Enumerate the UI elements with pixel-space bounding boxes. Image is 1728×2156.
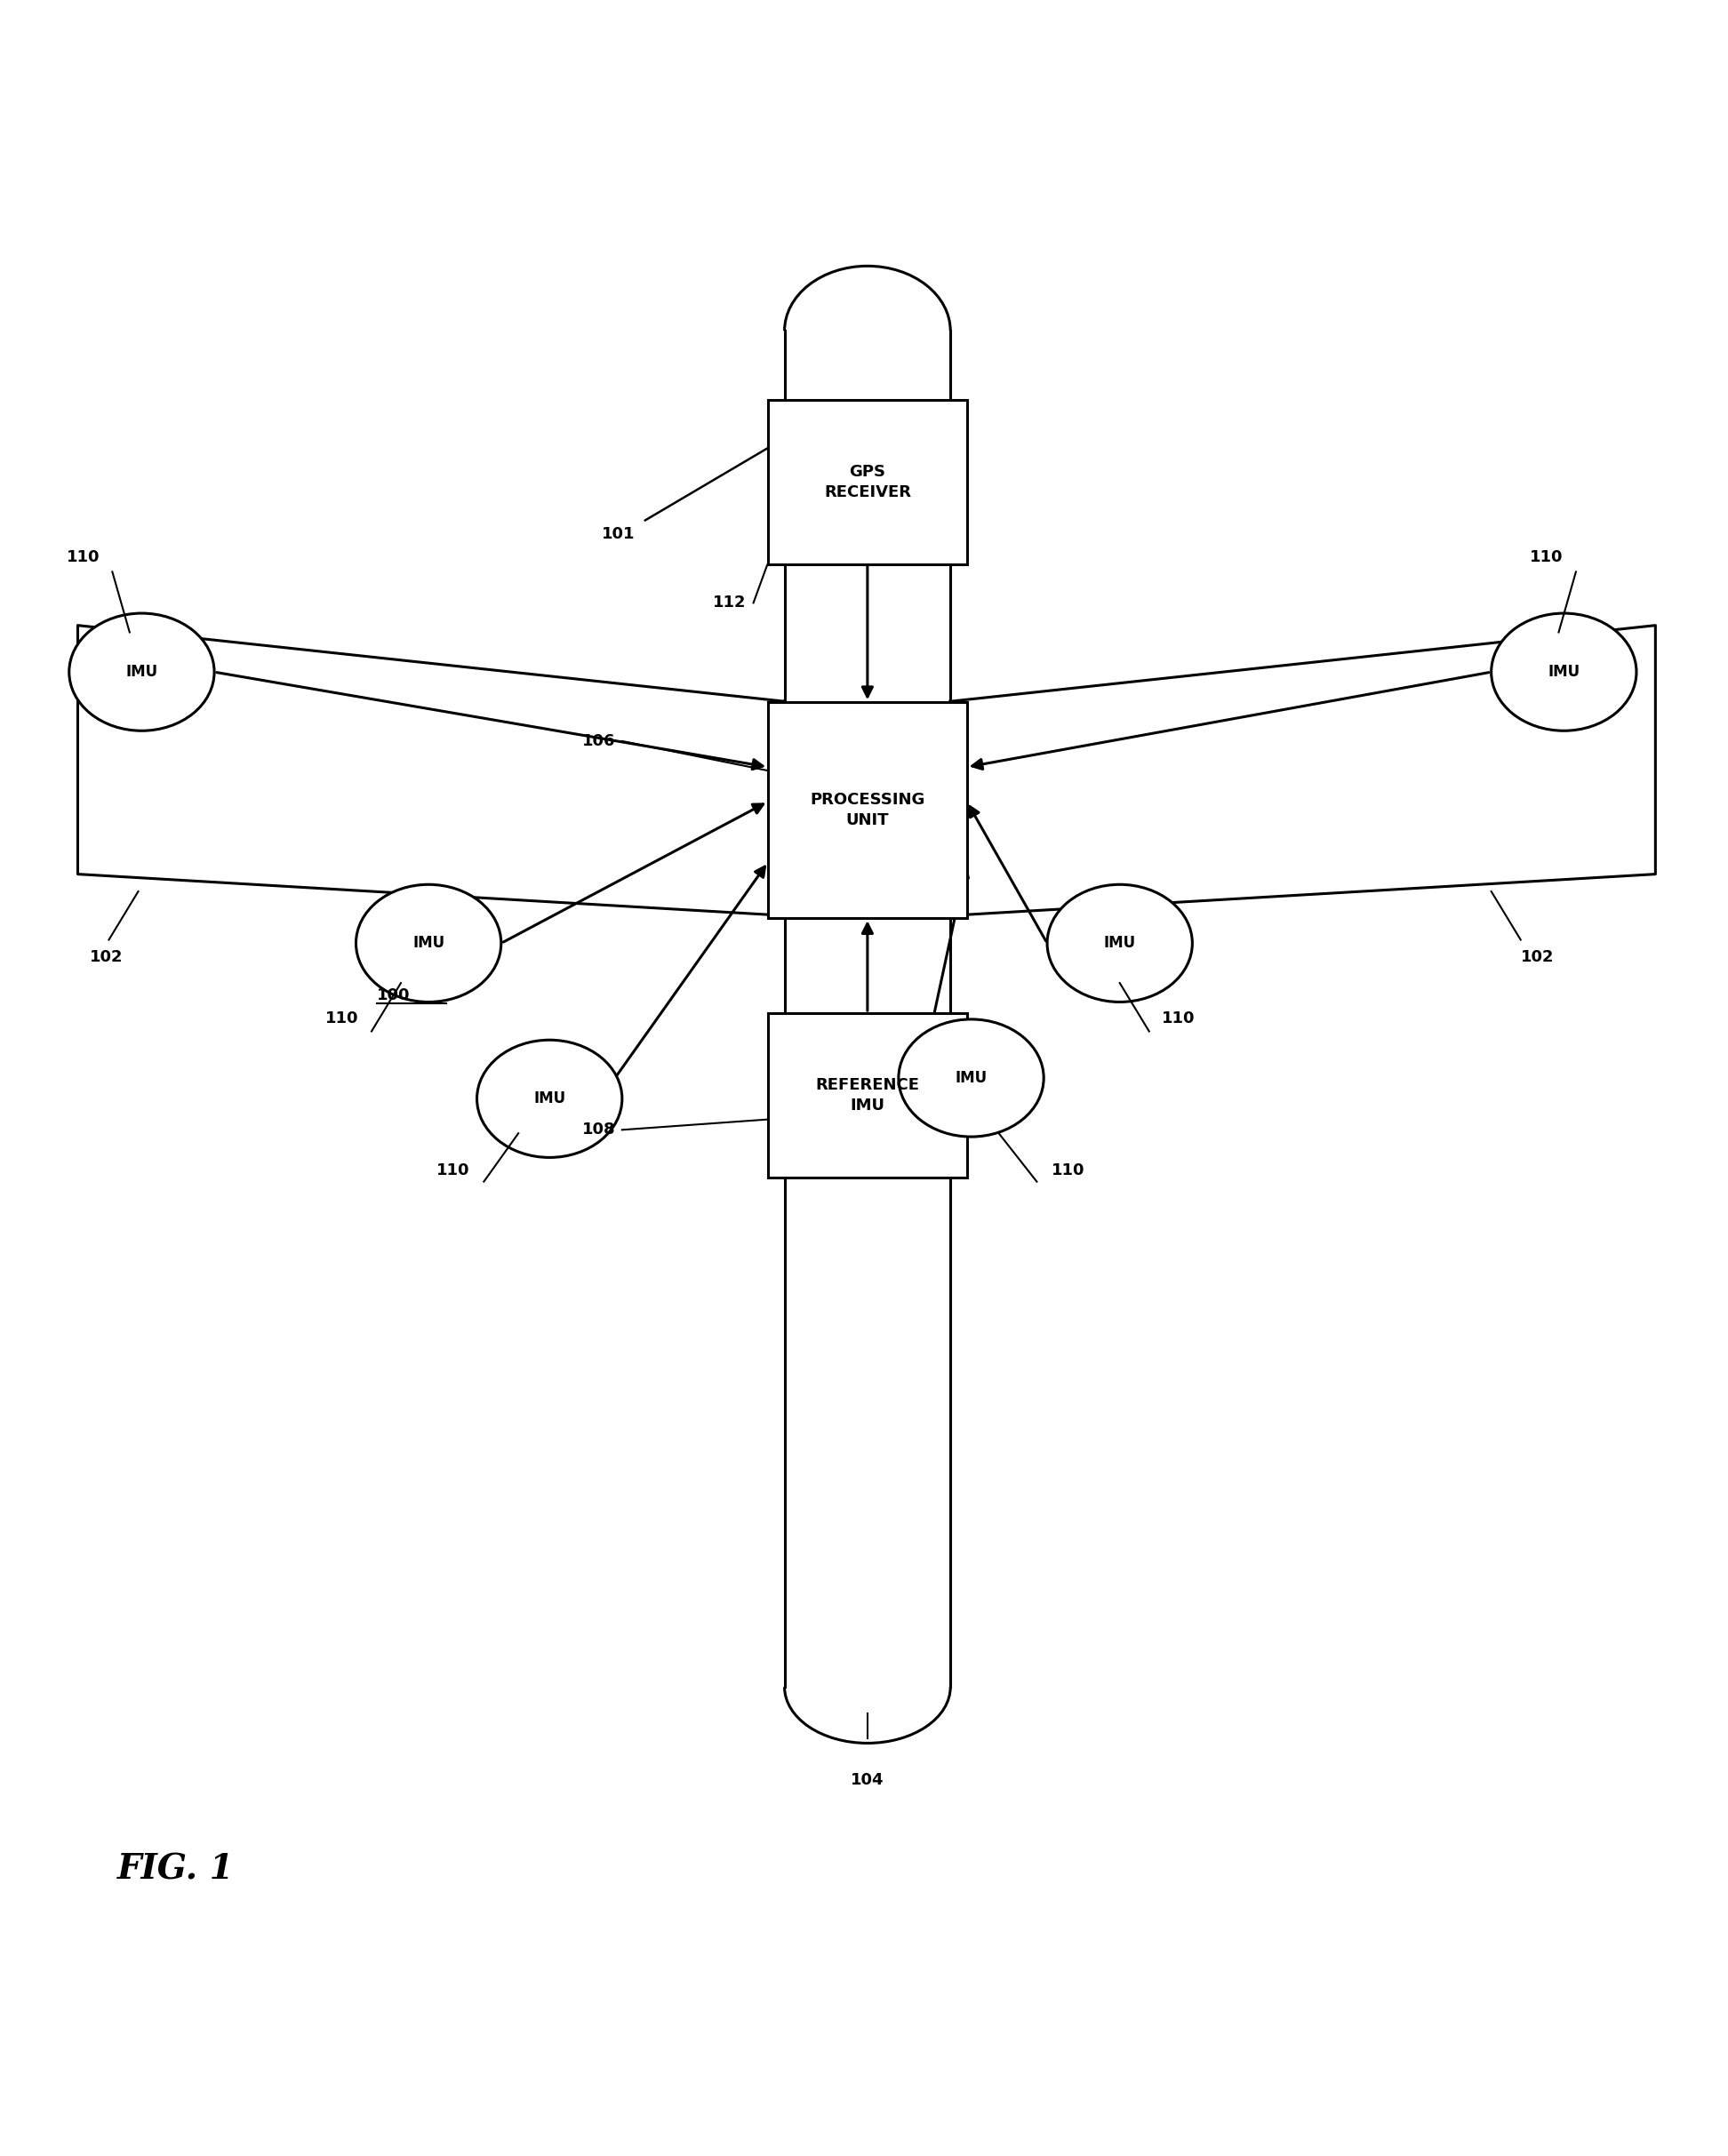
- Text: 104: 104: [850, 1772, 885, 1789]
- Text: IMU: IMU: [1548, 664, 1579, 679]
- Text: IMU: IMU: [534, 1091, 565, 1106]
- Ellipse shape: [69, 612, 214, 731]
- Text: 100: 100: [377, 987, 410, 1003]
- Text: 112: 112: [714, 595, 746, 610]
- Text: IMU: IMU: [956, 1069, 987, 1087]
- Text: IMU: IMU: [126, 664, 157, 679]
- Text: 108: 108: [582, 1121, 615, 1138]
- Ellipse shape: [477, 1039, 622, 1158]
- Text: 110: 110: [1529, 550, 1564, 565]
- Ellipse shape: [1047, 884, 1192, 1003]
- Text: GPS
RECEIVER: GPS RECEIVER: [824, 464, 911, 500]
- Text: 102: 102: [90, 949, 123, 966]
- Bar: [767, 1013, 968, 1177]
- Ellipse shape: [899, 1020, 1044, 1136]
- Text: IMU: IMU: [1104, 936, 1135, 951]
- Text: 102: 102: [1521, 949, 1553, 966]
- Text: REFERENCE
IMU: REFERENCE IMU: [816, 1076, 919, 1115]
- Ellipse shape: [356, 884, 501, 1003]
- Text: 101: 101: [601, 526, 634, 541]
- Text: 110: 110: [435, 1162, 470, 1177]
- Text: 110: 110: [66, 550, 100, 565]
- Text: FIG. 1: FIG. 1: [118, 1852, 235, 1886]
- Bar: [767, 399, 968, 565]
- Text: IMU: IMU: [413, 936, 444, 951]
- Text: PROCESSING
UNIT: PROCESSING UNIT: [810, 791, 924, 828]
- Bar: [767, 703, 968, 918]
- Text: 106: 106: [582, 733, 615, 748]
- Text: 110: 110: [1161, 1011, 1196, 1026]
- Ellipse shape: [1491, 612, 1636, 731]
- Text: 110: 110: [325, 1011, 359, 1026]
- Text: 110: 110: [1051, 1162, 1085, 1177]
